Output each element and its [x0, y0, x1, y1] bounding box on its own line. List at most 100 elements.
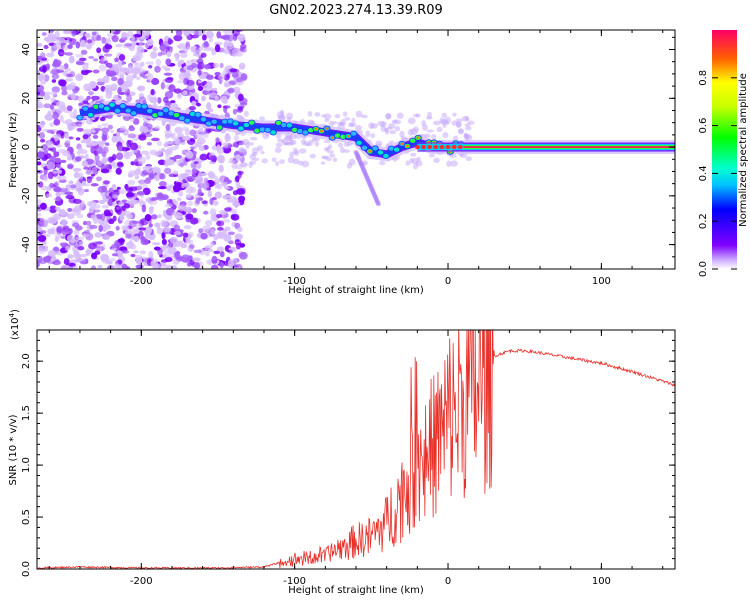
spectral-noise-speck [38, 131, 46, 139]
spectral-noise-speck [103, 209, 111, 216]
spectral-noise-speck [38, 255, 43, 263]
carrier-dot [451, 145, 457, 150]
spectral-noise-speck [130, 253, 136, 258]
spectral-noise-speck [231, 72, 239, 78]
spectral-noise-speck [85, 139, 92, 146]
spectral-noise-speck [51, 86, 61, 93]
spectral-noise-speck [158, 181, 167, 187]
spectral-noise-speck [227, 259, 234, 267]
spectral-noise-speck [108, 198, 113, 204]
spectral-noise-speck [111, 35, 119, 43]
spectral-noise-speck [160, 219, 168, 228]
spectral-noise-speck [75, 236, 85, 241]
spectral-noise-speck [172, 242, 182, 248]
spectral-noise-speck [85, 169, 94, 175]
spectral-noise-speck [179, 162, 185, 168]
ridge-blob [199, 116, 208, 123]
spectral-noise-speck [451, 120, 457, 126]
spectral-noise-speck [223, 234, 232, 242]
spectral-noise-speck [219, 261, 224, 269]
spectral-noise-speck [150, 260, 156, 267]
y-tick-label: 1.5 [21, 405, 32, 421]
spectral-noise-speck [169, 102, 179, 110]
spectral-noise-speck [343, 149, 351, 153]
spectral-noise-speck [224, 134, 231, 142]
ridge-blob [371, 145, 379, 152]
spectral-noise-speck [209, 241, 215, 248]
spectral-noise-speck [76, 213, 84, 219]
spectral-noise-speck [203, 41, 209, 47]
spectral-noise-speck [52, 34, 57, 42]
spectral-noise-speck [377, 120, 385, 127]
spectral-noise-speck [211, 87, 218, 91]
spectral-noise-speck [228, 42, 233, 47]
spectral-noise-speck [399, 130, 405, 138]
spectral-noise-speck [127, 196, 137, 201]
snr-y-ticks: 0.0 0.5 1.0 1.5 2.0 [21, 339, 675, 577]
spectral-noise-speck [90, 265, 97, 269]
spectral-noise-speck [140, 172, 147, 177]
ridge-blob [146, 107, 154, 114]
spectral-noise-speck [166, 50, 172, 58]
spectral-noise-speck [78, 241, 84, 247]
spectral-noise-speck [64, 133, 69, 139]
spectral-noise-speck [203, 83, 213, 92]
spectral-noise-speck [47, 110, 52, 116]
spectral-noise-speck [133, 235, 140, 243]
spectral-noise-speck [61, 85, 68, 92]
spectral-noise-speck [163, 167, 172, 175]
spectral-noise-speck [300, 139, 307, 146]
spectral-noise-speck [235, 163, 243, 170]
carrier-dot [457, 145, 463, 150]
spectral-noise-speck [55, 196, 62, 202]
spectral-noise-speck [37, 212, 42, 217]
spectral-noise-speck [301, 160, 310, 168]
spectral-noise-speck [202, 225, 212, 233]
spectral-noise-speck [236, 188, 245, 195]
spectral-noise-speck [465, 134, 473, 141]
spectral-noise-speck [68, 180, 74, 185]
spectral-noise-speck [126, 213, 133, 220]
spectral-noise-speck [237, 170, 242, 179]
spectral-noise-speck [101, 204, 109, 209]
spectral-noise-speck [90, 252, 98, 260]
ridge-blob [172, 112, 181, 119]
spectral-noise-speck [77, 30, 84, 36]
spectral-noise-speck [118, 201, 124, 206]
spectral-noise-speck [196, 102, 202, 107]
spectral-noise-speck [41, 65, 47, 73]
spectral-noise-speck [78, 147, 84, 151]
spectral-noise-speck [127, 133, 136, 139]
spectral-noise-speck [88, 242, 98, 250]
spectral-noise-speck [172, 259, 180, 265]
spectral-noise-speck [208, 108, 214, 113]
x-tick-label: 100 [592, 276, 611, 287]
spectral-noise-speck [40, 80, 47, 85]
snr-background [37, 330, 675, 569]
spectral-noise-speck [74, 156, 82, 162]
carrier-dot [427, 145, 433, 150]
spectrogram-x-ticks: -200 -100 0 100 [48, 30, 664, 287]
spectral-noise-speck [432, 120, 441, 126]
spectral-noise-speck [75, 53, 84, 58]
spectral-noise-speck [337, 142, 343, 148]
spectral-noise-speck [189, 129, 197, 136]
spectral-noise-speck [164, 132, 170, 140]
ridge-blob [81, 105, 89, 112]
spectral-noise-speck [217, 73, 226, 80]
spectral-noise-speck [181, 149, 187, 155]
spectral-noise-speck [197, 188, 202, 196]
spectral-noise-speck [164, 67, 171, 72]
spectral-noise-speck [115, 167, 122, 175]
spectral-noise-speck [41, 32, 47, 36]
spectral-noise-speck [185, 73, 191, 80]
spectral-noise-speck [51, 91, 57, 96]
spectral-noise-speck [74, 257, 82, 263]
spectral-noise-speck [105, 142, 110, 146]
spectral-noise-speck [96, 47, 102, 54]
spectral-noise-speck [190, 59, 197, 63]
spectral-noise-speck [66, 105, 73, 112]
spectral-noise-speck [53, 118, 61, 126]
spectral-noise-speck [108, 187, 114, 194]
spectral-noise-speck [168, 84, 176, 93]
